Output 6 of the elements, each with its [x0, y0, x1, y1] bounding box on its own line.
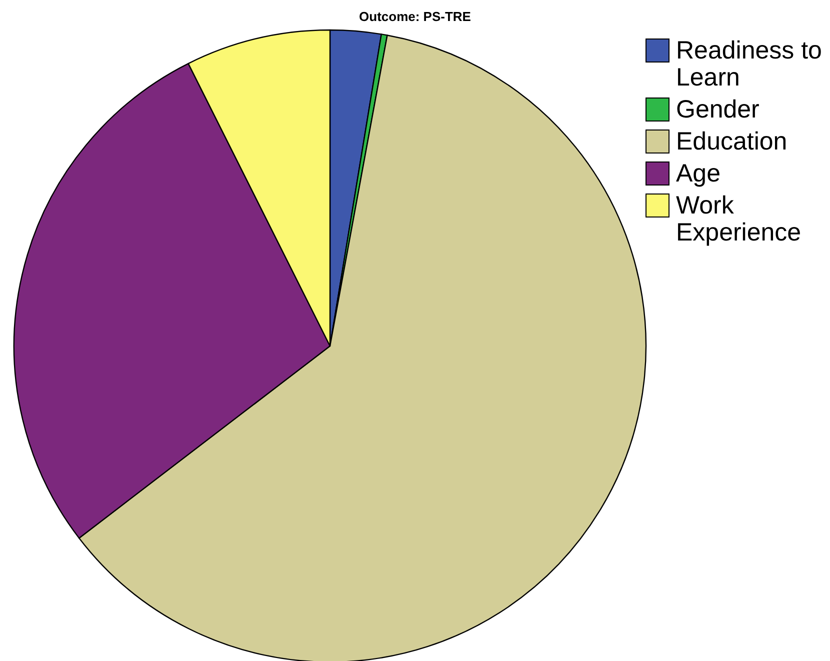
legend-label: Age: [676, 160, 720, 188]
legend-label: Work Experience: [676, 192, 802, 246]
legend-label: Gender: [676, 96, 760, 124]
legend-label: Readiness to Learn: [676, 36, 822, 92]
legend-label: Education: [676, 128, 788, 156]
chart-title: Outcome: PS-TRE: [359, 9, 472, 24]
